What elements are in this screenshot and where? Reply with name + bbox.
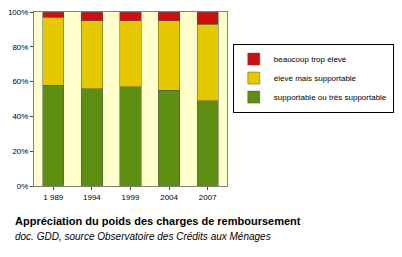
svg-text:100%: 100% <box>8 8 28 17</box>
svg-text:doc. GDD, source Observatoire: doc. GDD, source Observatoire des Crédit… <box>15 231 271 242</box>
svg-text:2007: 2007 <box>199 193 217 202</box>
svg-text:40%: 40% <box>12 112 28 121</box>
svg-text:1994: 1994 <box>83 193 101 202</box>
svg-text:0%: 0% <box>17 182 29 191</box>
svg-text:1 989: 1 989 <box>43 193 64 202</box>
svg-text:Appréciation du poids des char: Appréciation du poids des charges de rem… <box>15 215 301 227</box>
svg-text:20%: 20% <box>12 147 28 156</box>
svg-text:80%: 80% <box>12 43 28 52</box>
svg-text:supportable ou très supportabl: supportable ou très supportable <box>274 93 387 102</box>
svg-text:élevé mais supportable: élevé mais supportable <box>274 74 357 83</box>
svg-text:2004: 2004 <box>160 193 178 202</box>
svg-text:1999: 1999 <box>122 193 140 202</box>
svg-text:60%: 60% <box>12 77 28 86</box>
svg-text:beaucoup trop élevé: beaucoup trop élevé <box>274 55 347 64</box>
